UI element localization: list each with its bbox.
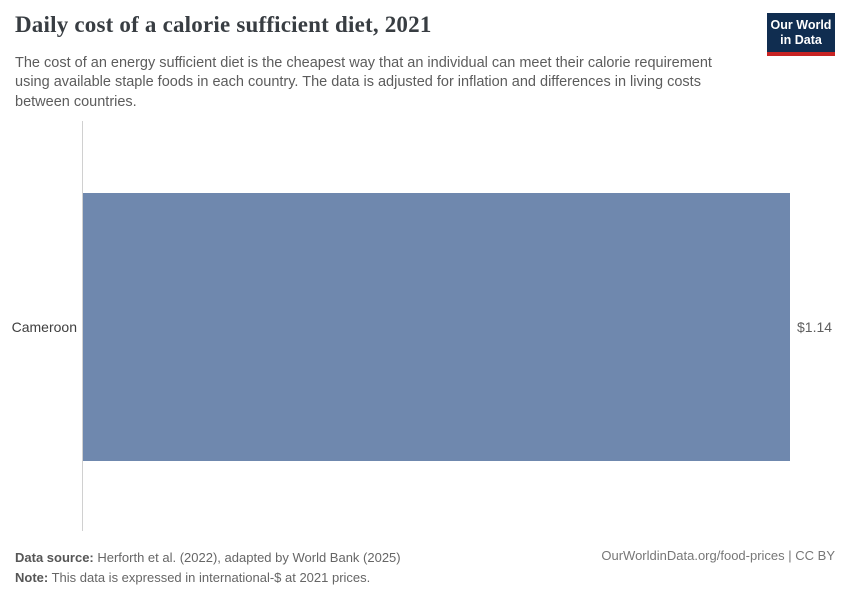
bar-entity-label: Cameroon: [11, 319, 77, 335]
note-text: This data is expressed in international-…: [48, 570, 371, 585]
owid-logo-line2: in Data: [780, 33, 822, 47]
note-label: Note:: [15, 570, 49, 585]
chart-subtitle: The cost of an energy sufficient diet is…: [15, 55, 712, 110]
attribution-link[interactable]: OurWorldinData.org/food-prices | CC BY: [601, 548, 835, 563]
page-title: Daily cost of a calorie sufficient diet,…: [15, 12, 432, 37]
bar-cameroon[interactable]: [83, 193, 790, 461]
y-axis-line: [82, 121, 83, 531]
data-source-line: Data source: Herforth et al. (2022), ada…: [15, 548, 401, 568]
footer-notes: Data source: Herforth et al. (2022), ada…: [15, 548, 401, 588]
data-source-text: Herforth et al. (2022), adapted by World…: [93, 550, 401, 565]
data-source-label: Data source:: [15, 550, 94, 565]
owid-logo-line1: Our World: [770, 18, 832, 32]
bar-value-label: $1.14: [797, 319, 833, 335]
note-line: Note: This data is expressed in internat…: [15, 568, 401, 588]
owid-logo[interactable]: Our World in Data: [767, 13, 835, 56]
